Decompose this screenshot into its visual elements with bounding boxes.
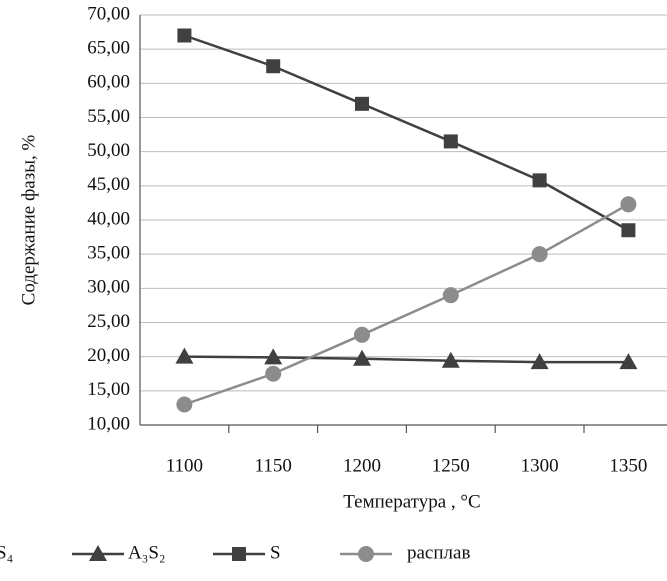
y-tick-label: 30,00	[87, 277, 130, 298]
data-point	[532, 173, 547, 188]
data-point	[621, 223, 636, 238]
data-point	[531, 246, 548, 263]
series-line	[184, 355, 629, 364]
x-axis-label: Температура , °C	[343, 491, 480, 512]
data-point	[441, 351, 460, 368]
data-point	[176, 396, 193, 413]
x-tick-label: 1300	[521, 455, 559, 476]
legend-marker	[358, 546, 374, 562]
data-point	[619, 353, 638, 370]
y-tick-label: 35,00	[87, 243, 130, 264]
y-tick-label: 45,00	[87, 174, 130, 195]
data-point	[175, 347, 194, 364]
y-tick-label: 20,00	[87, 345, 130, 366]
x-tick-label: 1350	[609, 455, 647, 476]
legend-marker	[232, 547, 246, 561]
y-axis-label: Содержание фазы, %	[18, 135, 39, 306]
series-line	[183, 203, 630, 406]
legend-label: A₃S₂	[128, 542, 166, 563]
data-point	[265, 365, 282, 382]
y-tick-label: 25,00	[87, 311, 130, 332]
y-tick-label: 65,00	[87, 38, 130, 59]
data-point	[354, 326, 370, 343]
data-point	[264, 348, 283, 365]
x-tick-label: 1100	[166, 455, 203, 476]
y-tick-label: 15,00	[87, 379, 130, 400]
y-tick-label: 55,00	[87, 106, 130, 127]
legend-fragment: S₄	[0, 542, 13, 563]
y-tick-label: 40,00	[87, 208, 130, 229]
data-point	[530, 353, 549, 370]
x-tick-label: 1250	[432, 455, 470, 476]
y-tick-label: 70,00	[87, 3, 130, 24]
data-point	[353, 349, 371, 366]
data-point	[620, 196, 637, 213]
data-point	[443, 134, 458, 149]
data-point	[177, 28, 192, 43]
legend-marker	[89, 545, 107, 561]
series-line	[183, 34, 630, 232]
x-tick-label: 1200	[343, 455, 381, 476]
y-tick-label: 60,00	[87, 72, 130, 93]
y-tick-label: 10,00	[87, 413, 130, 434]
data-point	[266, 59, 281, 74]
data-point	[355, 96, 369, 111]
legend-label: расплав	[407, 542, 470, 563]
y-tick-label: 50,00	[87, 140, 130, 161]
data-point	[442, 287, 459, 304]
legend-label: S	[270, 542, 281, 563]
x-tick-label: 1150	[255, 455, 292, 476]
